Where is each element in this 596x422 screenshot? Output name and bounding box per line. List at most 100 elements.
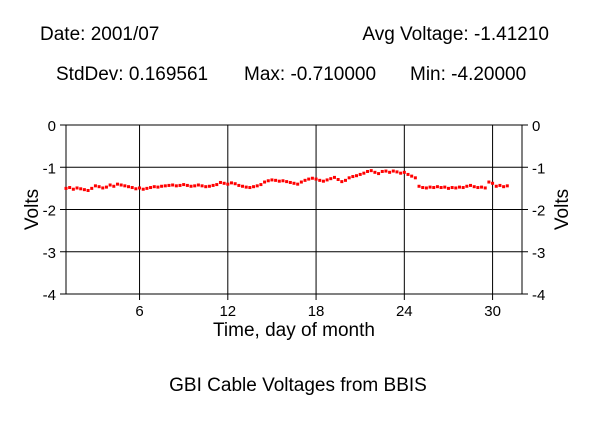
data-point [189, 184, 193, 188]
data-point [483, 186, 487, 190]
data-point [395, 170, 399, 174]
x-tick-label: 12 [219, 303, 236, 320]
stddev-label: StdDev: 0.169561 [56, 64, 209, 85]
data-point [303, 178, 307, 182]
data-point [491, 181, 495, 185]
data-point [494, 184, 498, 188]
data-point [259, 183, 263, 187]
data-point [130, 186, 134, 190]
data-point [288, 180, 292, 184]
data-point [296, 182, 300, 186]
chart-caption: GBI Cable Voltages from BBIS [169, 375, 427, 396]
y-axis-label-left: Volts [22, 189, 43, 230]
data-point [97, 185, 101, 189]
y-tick-label-left: 0 [48, 118, 56, 135]
data-point [134, 187, 138, 191]
data-point [424, 186, 428, 190]
data-point [149, 186, 153, 190]
grid-lines [66, 124, 522, 295]
data-point [318, 178, 322, 182]
y-tick-label-left: -2 [43, 203, 56, 220]
data-point [325, 178, 329, 182]
data-point [185, 183, 189, 187]
data-point [355, 174, 359, 178]
data-point [193, 184, 197, 188]
axis-ticks: 0 0 -1 -1 -2 -2 -3 -3 -4 -4 6 12 18 24 30 [43, 118, 546, 320]
y-tick-label-right: 0 [532, 118, 540, 135]
data-point [498, 183, 502, 187]
y-axis-label-right: Volts [552, 189, 573, 230]
data-point [182, 183, 186, 187]
data-point [417, 184, 421, 188]
y-tick-label-right: -1 [532, 160, 545, 177]
data-point [82, 188, 86, 192]
data-point [457, 185, 461, 189]
data-point [90, 186, 94, 190]
y-tick-label-right: -4 [532, 287, 545, 304]
data-point [402, 170, 406, 174]
data-point [336, 178, 340, 182]
data-point [141, 187, 145, 191]
data-point [410, 174, 414, 178]
data-point [104, 185, 108, 189]
y-tick-label-right: -2 [532, 203, 545, 220]
x-tick-label: 30 [484, 303, 501, 320]
data-point [86, 188, 90, 192]
x-axis-label: Time, day of month [213, 320, 375, 341]
data-point [380, 169, 384, 173]
data-point [123, 184, 127, 188]
data-point [71, 187, 75, 191]
data-point [266, 179, 270, 183]
avg-voltage-label: Avg Voltage: -1.41210 [362, 24, 549, 45]
data-point [167, 183, 171, 187]
data-point [101, 186, 105, 190]
data-point [329, 177, 333, 181]
x-tick-label: 18 [308, 303, 325, 320]
data-point [196, 183, 200, 187]
data-point [461, 186, 465, 190]
y-tick-label-left: -1 [43, 160, 56, 177]
data-point [270, 178, 274, 182]
data-point [241, 184, 245, 188]
data-point [362, 171, 366, 175]
data-point [285, 180, 289, 184]
data-point [215, 183, 219, 187]
data-point [93, 184, 97, 188]
data-point [277, 179, 281, 183]
data-point [487, 180, 491, 184]
min-label: Min: -4.20000 [410, 64, 527, 85]
data-point [178, 183, 182, 187]
data-point [226, 182, 230, 186]
data-point [145, 186, 149, 190]
data-point [112, 184, 116, 188]
data-point [310, 176, 314, 180]
data-point [413, 176, 417, 180]
data-point [281, 179, 285, 183]
data-point [138, 186, 142, 190]
y-tick-label-right: -3 [532, 245, 545, 262]
y-tick-label-left: -4 [43, 287, 56, 304]
data-point [252, 185, 256, 189]
data-point [332, 175, 336, 179]
data-point [108, 183, 112, 187]
data-point [347, 176, 351, 180]
data-point [480, 185, 484, 189]
data-point [340, 180, 344, 184]
data-point [443, 185, 447, 189]
data-point [127, 185, 131, 189]
data-point [321, 179, 325, 183]
data-point [68, 186, 72, 190]
data-point [435, 185, 439, 189]
data-point [314, 177, 318, 181]
data-point [171, 183, 175, 187]
date-label: Date: 2001/07 [40, 24, 160, 45]
data-point [248, 186, 252, 190]
data-point [64, 186, 68, 190]
data-point [274, 178, 278, 182]
data-point [263, 180, 267, 184]
data-point [156, 185, 160, 189]
data-point [384, 169, 388, 173]
x-tick-label: 24 [396, 303, 413, 320]
data-point [406, 172, 410, 176]
